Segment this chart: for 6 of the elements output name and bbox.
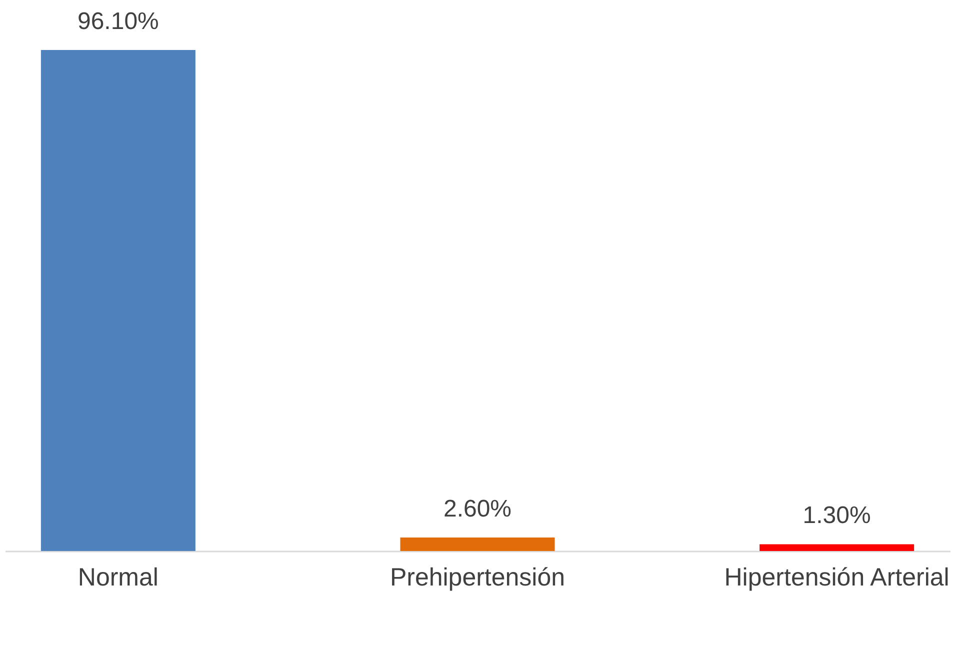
x-tick-label: Normal <box>78 564 158 592</box>
data-label: 1.30% <box>802 502 871 530</box>
data-label: 96.10% <box>77 8 159 35</box>
x-tick-label: Hipertensión Arterial <box>724 564 950 592</box>
data-label: 2.60% <box>443 495 512 522</box>
x-tick-label: Prehipertensión <box>390 564 566 592</box>
